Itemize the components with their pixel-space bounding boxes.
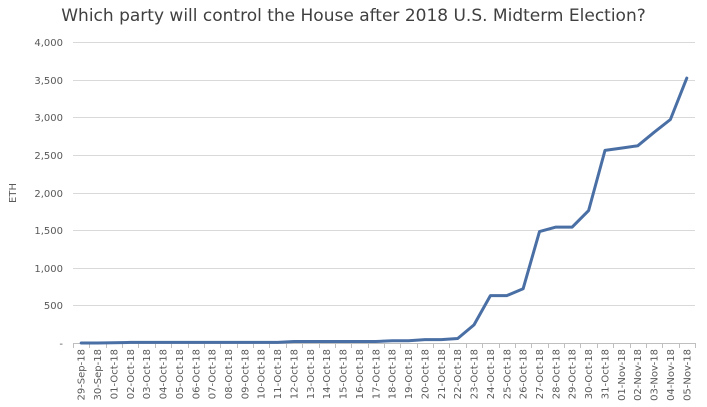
y-tick-label: 3,000 (34, 113, 63, 124)
x-tick-label: 11-Oct-18 (273, 349, 284, 399)
x-tick-label: 30-Sep-18 (93, 349, 104, 401)
x-tick-label: 07-Oct-18 (208, 349, 219, 399)
x-tick-label: 20-Oct-18 (420, 349, 431, 399)
x-tick-label: 10-Oct-18 (257, 349, 268, 399)
x-tick-label: 21-Oct-18 (437, 349, 448, 399)
x-tick-label: 04-Nov-18 (666, 349, 677, 401)
x-tick-label: 04-Oct-18 (159, 349, 170, 399)
x-tick-label: 29-Oct-18 (568, 349, 579, 399)
x-tick-label: 01-Nov-18 (617, 349, 628, 401)
x-tick-label: 18-Oct-18 (388, 349, 399, 399)
x-tick-label: 13-Oct-18 (306, 349, 317, 399)
x-tick-label: 02-Oct-18 (126, 349, 137, 399)
x-axis-ticks: 29-Sep-18 30-Sep-18 01-Oct-18 02-Oct-18 03-O… (73, 343, 696, 401)
y-axis-ticks: - 500 1,000 1,500 2,000 2,500 3,000 3,500 4,000 (34, 38, 63, 350)
y-tick-label: 500 (44, 301, 63, 312)
x-tick-label: 22-Oct-18 (453, 349, 464, 399)
y-tick-label: 2,500 (34, 151, 63, 162)
x-tick-label: 30-Oct-18 (584, 349, 595, 399)
x-tick-label: 15-Oct-18 (339, 349, 350, 399)
x-tick-label: 06-Oct-18 (191, 349, 202, 399)
x-tick-label: 12-Oct-18 (289, 349, 300, 399)
x-tick-label: 23-Oct-18 (470, 349, 481, 399)
x-tick-label: 14-Oct-18 (322, 349, 333, 399)
y-tick-label: 1,000 (34, 264, 63, 275)
x-tick-label: 16-Oct-18 (355, 349, 366, 399)
x-tick-label: 02-Nov-18 (633, 349, 644, 401)
x-tick-label: 29-Sep-18 (77, 349, 88, 401)
y-tick-label: 3,500 (34, 76, 63, 87)
x-tick-label: 31-Oct-18 (600, 349, 611, 399)
x-tick-label: 27-Oct-18 (535, 349, 546, 399)
x-tick-label: 28-Oct-18 (551, 349, 562, 399)
chart-title: Which party will control the House after… (61, 6, 646, 26)
x-tick-label: 05-Oct-18 (175, 349, 186, 399)
x-tick-label: 17-Oct-18 (371, 349, 382, 399)
y-axis-title: ETH (8, 183, 19, 203)
x-tick-label: 19-Oct-18 (404, 349, 415, 399)
x-tick-label: 01-Oct-18 (109, 349, 120, 399)
x-tick-label: 24-Oct-18 (486, 349, 497, 399)
grid-lines (73, 42, 695, 306)
x-tick-label: 08-Oct-18 (224, 349, 235, 399)
x-tick-label: 26-Oct-18 (519, 349, 530, 399)
series-line (79, 76, 689, 345)
x-tick-label: 05-Nov-18 (682, 349, 693, 401)
y-tick-label: 1,500 (34, 226, 63, 237)
x-tick-label: 03-Nov-18 (650, 349, 661, 401)
y-tick-label: - (59, 339, 63, 350)
y-tick-label: 4,000 (34, 38, 63, 49)
series-layer (79, 76, 689, 345)
x-tick-label: 03-Oct-18 (142, 349, 153, 399)
y-tick-label: 2,000 (34, 189, 63, 200)
x-tick-label: 25-Oct-18 (502, 349, 513, 399)
x-tick-label: 09-Oct-18 (240, 349, 251, 399)
